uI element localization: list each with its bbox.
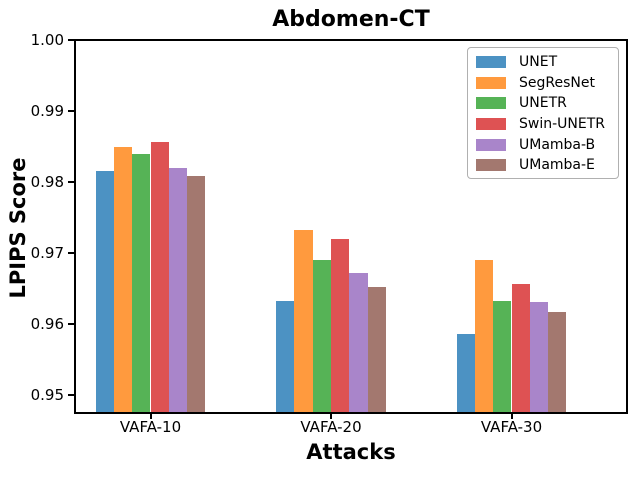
bar-unetr-vafa-10 (132, 153, 151, 412)
y-tick-mark (68, 394, 74, 397)
y-tick-label: 0.98 (30, 173, 64, 192)
y-tick-mark (68, 110, 74, 113)
y-tick-label: 0.96 (30, 315, 64, 334)
legend-item-swin-unetr: Swin-UNETR (476, 114, 618, 135)
bar-umamba-b-vafa-30 (529, 302, 549, 412)
legend-swatch-swin-unetr (476, 118, 506, 131)
bar-umamba-e-vafa-10 (187, 175, 206, 412)
bar-umamba-b-vafa-10 (168, 167, 188, 412)
legend-item-unet: UNET (476, 52, 618, 73)
legend-label: UMamba-E (519, 157, 595, 174)
x-tick-label-vafa-30: VAFA-30 (480, 418, 543, 436)
y-tick-mark (68, 252, 74, 255)
plot-frame (74, 39, 628, 414)
bar-swin-unetr-vafa-10 (150, 142, 169, 412)
y-tick-mark (68, 39, 74, 41)
x-axis-label: Attacks (306, 440, 396, 464)
bar-umamba-e-vafa-20 (367, 286, 386, 412)
x-tick-mark (330, 414, 332, 419)
legend-label: SegResNet (519, 74, 595, 91)
x-tick-mark (510, 414, 513, 419)
y-tick-label: 0.95 (30, 386, 64, 405)
legend-swatch-unetr (476, 97, 506, 110)
bar-unet-vafa-20 (276, 300, 295, 412)
legend-label: UMamba-B (519, 136, 596, 153)
legend-item-segresnet: SegResNet (476, 73, 618, 94)
legend-swatch-umamba-e (476, 159, 506, 172)
legend-label: UNETR (519, 95, 567, 112)
bar-swin-unetr-vafa-30 (511, 284, 530, 412)
bar-swin-unetr-vafa-20 (331, 238, 350, 412)
legend-item-unetr: UNETR (476, 93, 618, 114)
bar-unetr-vafa-30 (493, 300, 512, 412)
legend-item-umamba-e: UMamba-E (476, 155, 618, 176)
legend-label: UNET (519, 54, 558, 71)
bar-umamba-b-vafa-20 (349, 273, 368, 412)
legend-swatch-umamba-b (476, 138, 506, 151)
x-tick-label-vafa-10: VAFA-10 (119, 418, 182, 436)
y-tick-label: 0.99 (30, 102, 64, 121)
bar-umamba-e-vafa-30 (548, 312, 567, 412)
bar-segresnet-vafa-20 (294, 229, 313, 412)
legend-label: Swin-UNETR (519, 116, 605, 133)
legend: UNET SegResNet UNETR Swin-UNETR UMamba-B UMam… (467, 47, 619, 179)
x-tick-label-vafa-20: VAFA-20 (300, 418, 362, 436)
bar-unet-vafa-10 (95, 171, 114, 412)
y-tick-mark (68, 323, 74, 326)
legend-swatch-unet (476, 56, 506, 69)
y-tick-label: 1.00 (30, 31, 64, 49)
bar-segresnet-vafa-30 (474, 260, 494, 412)
chart-title: Abdomen-CT (272, 7, 430, 32)
legend-item-umamba-b: UMamba-B (476, 134, 618, 155)
bar-unetr-vafa-20 (312, 260, 331, 412)
legend-swatch-segresnet (476, 76, 506, 89)
x-tick-mark (149, 414, 152, 419)
y-tick-mark (68, 181, 74, 184)
bar-unet-vafa-30 (456, 334, 475, 412)
y-tick-label: 0.97 (30, 244, 64, 263)
bar-segresnet-vafa-10 (113, 146, 133, 412)
